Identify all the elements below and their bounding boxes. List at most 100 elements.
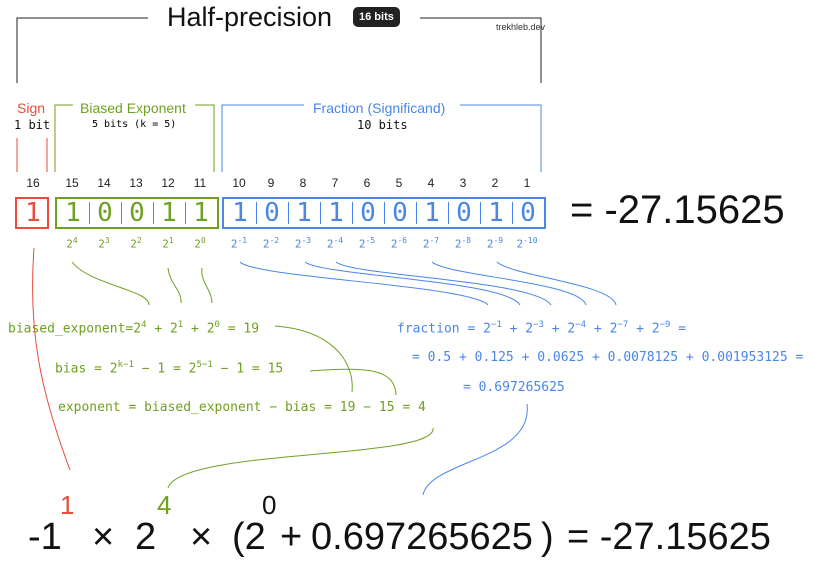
fraction-power: 2-8 — [454, 236, 472, 251]
fraction-bit: 1 — [424, 198, 440, 228]
fraction-formula: fraction = 2−1 + 2−3 + 2−4 + 2−7 + 2−9 = — [397, 320, 686, 336]
frac-connector-9 — [496, 261, 617, 306]
fraction-bit: 0 — [264, 198, 280, 228]
formula-equals: = — [125, 321, 134, 337]
exponent-bit: 1 — [161, 198, 177, 228]
bit-position: 13 — [129, 176, 143, 190]
formula-term: 2 — [525, 321, 534, 337]
formula-lhs: biased_exponent — [8, 321, 126, 337]
fraction-bit: 1 — [232, 198, 248, 228]
formula-result: = 19 — [227, 321, 260, 337]
exponent-power: 21 — [162, 236, 174, 251]
fraction-bracket — [221, 104, 542, 172]
formula-term-exp: 0 — [214, 320, 220, 330]
final-plus: + — [280, 516, 303, 558]
bit-position: 11 — [193, 176, 207, 190]
final-base-two: 2 — [135, 516, 157, 558]
formula-plus: + — [509, 321, 518, 337]
exponent-bit: 0 — [97, 198, 113, 228]
final-neg-one: -1 — [28, 516, 62, 558]
bit-divider — [352, 202, 353, 224]
bits-result: = -27.15625 — [570, 188, 785, 232]
bit-position: 12 — [161, 176, 175, 190]
credit-label: trekhleb.dev — [496, 22, 546, 32]
bit-divider — [320, 202, 321, 224]
exp-connector-0 — [201, 267, 213, 304]
exponent-power: 20 — [194, 236, 206, 251]
sign-bit-box: 1 — [15, 197, 49, 229]
bit-position: 2 — [491, 176, 499, 190]
formula-term-exp: −4 — [575, 320, 587, 330]
bit-position: 7 — [331, 176, 339, 190]
bit-position: 9 — [267, 176, 275, 190]
sign-bracket — [16, 138, 48, 172]
formula-plus: + — [636, 321, 644, 337]
formula-plus: + — [191, 321, 199, 337]
fraction-section-title: Fraction (Significand) — [313, 100, 446, 116]
fraction-power: 2-6 — [390, 236, 408, 251]
exponent-power: 24 — [66, 236, 78, 251]
biased-exponent-formula: biased_exponent=24 + 21 + 20 = 19 — [8, 320, 259, 336]
bits-badge: 16 bits — [353, 7, 400, 27]
formula-term: 2 — [567, 321, 576, 337]
bit-divider — [480, 202, 481, 224]
bit-position: 15 — [65, 176, 79, 190]
fraction-to-final-connector — [422, 403, 528, 496]
formula-term: 2 — [133, 321, 142, 337]
final-times-sign: × — [92, 516, 115, 558]
fraction-section-subtitle: 10 bits — [357, 118, 408, 132]
bit-position: 16 — [26, 176, 40, 190]
formula-term: 2 — [206, 321, 215, 337]
exponent-section-title: Biased Exponent — [80, 100, 186, 116]
formula-tail: = — [678, 321, 687, 337]
sign-section-subtitle: 1 bit — [14, 118, 51, 132]
exp-connector-1 — [167, 267, 182, 304]
formula-term-exp: −1 — [490, 320, 502, 330]
formula-term-exp: −7 — [617, 320, 629, 330]
fraction-power: 2-2 — [262, 236, 280, 251]
formula-term: 2 — [609, 321, 618, 337]
formula-plus: + — [551, 321, 560, 337]
final-open-paren: (2 — [232, 516, 266, 558]
bit-divider — [288, 202, 289, 224]
final-times-exp: × — [190, 516, 213, 558]
fraction-sum-line: = 0.5 + 0.125 + 0.0625 + 0.0078125 + 0.0… — [412, 350, 804, 365]
final-exponent: 4 — [157, 490, 172, 520]
bit-position: 10 — [232, 176, 246, 190]
fraction-bit: 0 — [520, 198, 536, 228]
bit-divider — [256, 202, 257, 224]
exponent-power: 23 — [98, 236, 110, 251]
bit-divider — [384, 202, 385, 224]
formula-plus: + — [154, 321, 163, 337]
bit-position: 3 — [459, 176, 467, 190]
exponent-power: 22 — [130, 236, 142, 251]
formula-term-exp: 1 — [177, 320, 184, 330]
formula-lhs: fraction = — [397, 321, 476, 337]
top-bracket — [16, 17, 542, 83]
bit-divider — [185, 202, 186, 224]
fraction-power: 2-4 — [326, 236, 344, 251]
fraction-bit: 1 — [296, 198, 312, 228]
fraction-power: 2-1 — [230, 236, 248, 251]
fraction-bit: 1 — [328, 198, 344, 228]
fraction-power: 2-3 — [294, 236, 312, 251]
frac-connector-7 — [431, 261, 587, 306]
frac-connector-3 — [304, 261, 521, 306]
bit-position: 6 — [363, 176, 371, 190]
fraction-bit: 0 — [360, 198, 376, 228]
final-implicit-exponent: 0 — [262, 490, 277, 520]
fraction-value-line: = 0.697265625 — [463, 380, 565, 395]
formula-plus: + — [593, 321, 602, 337]
formula-term-exp: 4 — [141, 320, 147, 330]
bit-divider — [89, 202, 90, 224]
bit-divider — [153, 202, 154, 224]
exponent-bit: 1 — [193, 198, 209, 228]
final-result: = -27.15625 — [567, 516, 771, 558]
frac-connector-4 — [335, 261, 552, 306]
bit-position: 4 — [427, 176, 435, 190]
bit-position: 8 — [299, 176, 307, 190]
exponent-bracket — [54, 104, 215, 172]
exponent-section-subtitle: 5 bits (k = 5) — [92, 119, 177, 130]
biased-to-bias-connector — [274, 325, 353, 393]
exponent-bit: 0 — [129, 198, 145, 228]
